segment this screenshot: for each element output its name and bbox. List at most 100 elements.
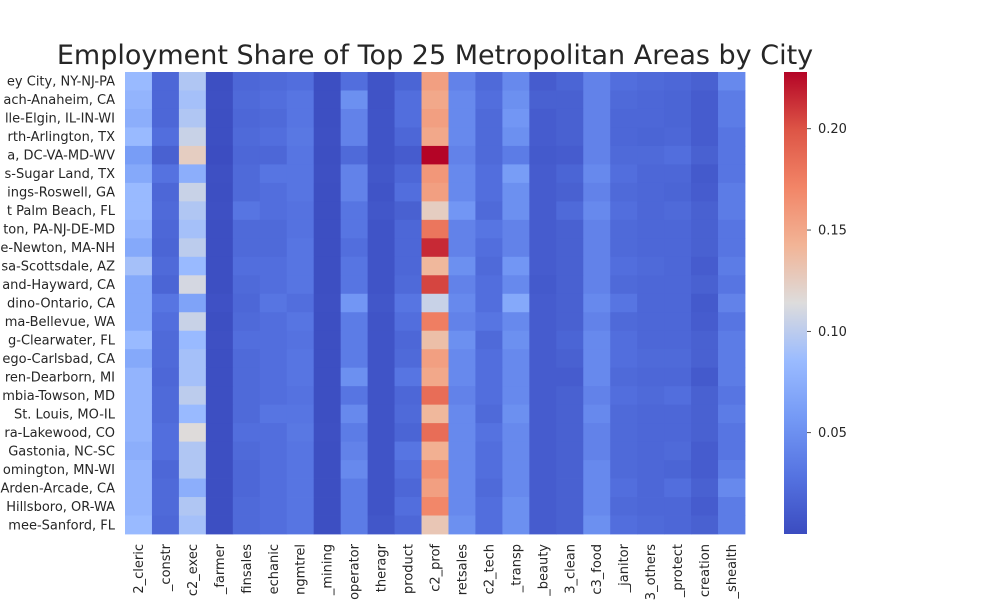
- heatmap-cell: [583, 478, 611, 498]
- heatmap-cell: [637, 404, 665, 424]
- heatmap-cell: [529, 72, 557, 91]
- heatmap-cell: [610, 312, 638, 332]
- heatmap-cell: [205, 275, 234, 295]
- heatmap-cell: [502, 256, 530, 276]
- heatmap-cell: [448, 367, 476, 387]
- heatmap-cell: [205, 404, 234, 424]
- heatmap-cell: [232, 367, 261, 387]
- heatmap-cell: [664, 423, 692, 442]
- heatmap-cell: [367, 127, 395, 147]
- heatmap-cell: [475, 90, 503, 110]
- heatmap-cell: [718, 478, 746, 498]
- heatmap-cell: [178, 164, 207, 184]
- heatmap-cell: [151, 108, 180, 128]
- heatmap-cell: [610, 349, 638, 369]
- heatmap-cell: [502, 515, 530, 535]
- heatmap-cell: [286, 497, 315, 516]
- column-label: c3_food: [590, 544, 605, 595]
- heatmap-cell: [718, 441, 746, 461]
- heatmap-cell: [367, 164, 395, 184]
- heatmap-cell: [178, 367, 207, 387]
- heatmap-cell: [502, 164, 530, 184]
- heatmap-cell: [691, 238, 719, 258]
- heatmap-cell: [637, 127, 665, 147]
- heatmap-cell: [664, 219, 692, 239]
- heatmap-cell: [286, 72, 315, 91]
- row-label: Gastonia, NC-SC: [8, 444, 115, 459]
- heatmap-cell: [125, 182, 153, 202]
- heatmap-cell: [610, 478, 638, 498]
- heatmap-cell: [259, 201, 288, 221]
- heatmap-cell: [529, 145, 557, 165]
- heatmap-cell: [313, 145, 342, 165]
- heatmap-cell: [610, 423, 638, 442]
- heatmap-cell: [232, 460, 261, 479]
- heatmap-cell: [178, 201, 207, 221]
- heatmap-cell: [286, 275, 315, 295]
- heatmap-cell: [610, 293, 638, 313]
- heatmap-cell: [421, 127, 449, 147]
- heatmap-cell: [313, 367, 342, 387]
- heatmap-cell: [340, 515, 369, 535]
- heatmap-cell: [529, 90, 557, 110]
- heatmap-cell: [340, 201, 369, 221]
- heatmap-cell: [718, 515, 746, 535]
- heatmap-cell: [637, 201, 665, 221]
- heatmap-cell: [718, 460, 746, 479]
- heatmap-cell: [502, 349, 530, 369]
- heatmap-cell: [313, 219, 342, 239]
- heatmap-cell: [664, 460, 692, 479]
- heatmap-cell: [556, 90, 584, 110]
- heatmap-cell: [610, 145, 638, 165]
- heatmap-cell: [367, 349, 395, 369]
- heatmap-cell: [232, 497, 261, 516]
- heatmap-cell: [232, 330, 261, 350]
- heatmap-cell: [205, 312, 234, 332]
- heatmap-cell: [367, 460, 395, 479]
- heatmap-cell: [583, 219, 611, 239]
- heatmap-cell: [232, 108, 261, 128]
- heatmap-cell: [151, 478, 180, 498]
- column-label: _shealth: [725, 544, 740, 599]
- heatmap-cell: [232, 201, 261, 221]
- column-label: _constr: [159, 543, 174, 592]
- column-label: c2_exec: [186, 544, 201, 596]
- heatmap-cell: [475, 367, 503, 387]
- heatmap-cell: [367, 330, 395, 350]
- heatmap-cell: [421, 256, 449, 276]
- heatmap-cell: [610, 404, 638, 424]
- heatmap-cell: [556, 460, 584, 479]
- heatmap-cell: [502, 182, 530, 202]
- heatmap-cell: [205, 256, 234, 276]
- heatmap-cell: [475, 497, 503, 516]
- heatmap-cell: [125, 164, 153, 184]
- heatmap-cell: [125, 404, 153, 424]
- heatmap-cell: [367, 423, 395, 442]
- heatmap-cell: [125, 478, 153, 498]
- heatmap-cell: [637, 386, 665, 406]
- column-label: _mining: [321, 544, 336, 596]
- heatmap-cell: [448, 164, 476, 184]
- heatmap-cell: [664, 256, 692, 276]
- heatmap-cell: [583, 515, 611, 535]
- heatmap-cell: [394, 293, 422, 313]
- heatmap-cell: [340, 441, 369, 461]
- heatmap-cell: [718, 238, 746, 258]
- heatmap-cell: [448, 275, 476, 295]
- heatmap-cell: [125, 367, 153, 387]
- heatmap-cell: [125, 460, 153, 479]
- heatmap-cell: [583, 293, 611, 313]
- heatmap-cell: [448, 386, 476, 406]
- heatmap-cell: [340, 478, 369, 498]
- heatmap-cell: [475, 275, 503, 295]
- heatmap-cell: [502, 423, 530, 442]
- column-label: theragr: [375, 543, 390, 592]
- heatmap-cell: [529, 238, 557, 258]
- heatmap-cell: [475, 127, 503, 147]
- heatmap-cell: [691, 164, 719, 184]
- heatmap-cell: [448, 330, 476, 350]
- heatmap-cell: [151, 312, 180, 332]
- heatmap-cell: [151, 404, 180, 424]
- heatmap-cell: [529, 293, 557, 313]
- heatmap-cell: [394, 238, 422, 258]
